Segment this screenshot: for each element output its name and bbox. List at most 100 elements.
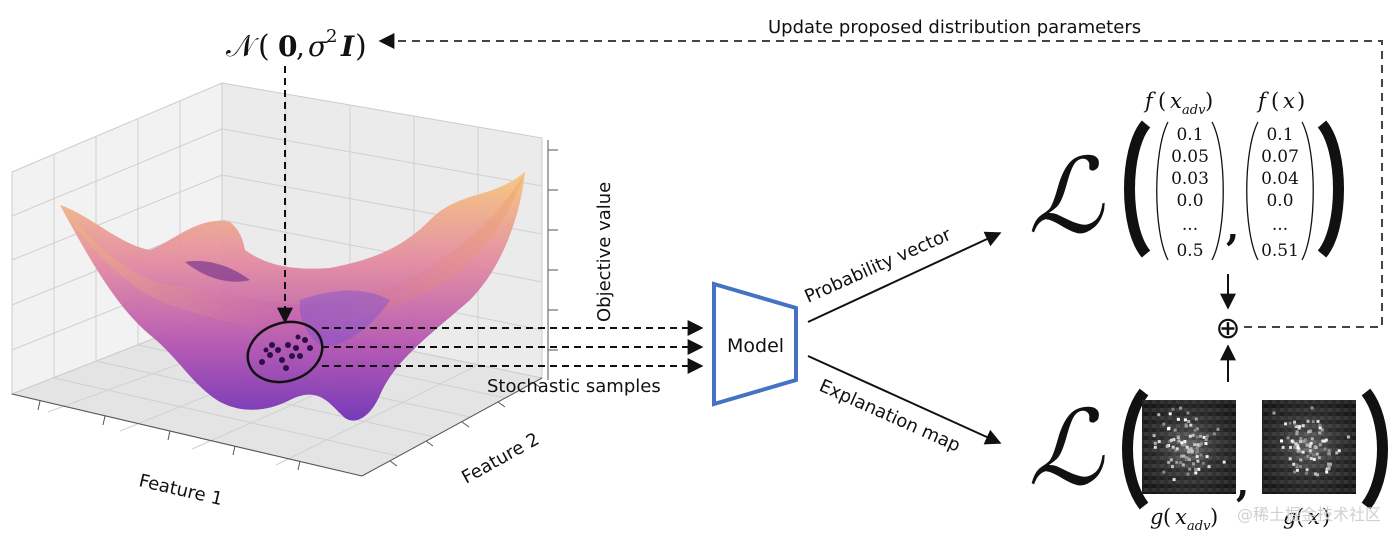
vec-paren-r1 xyxy=(1211,121,1224,261)
sample-points xyxy=(259,334,313,371)
explanation-pixel xyxy=(1186,411,1190,415)
zero-vector: 0 xyxy=(278,30,297,63)
g-orig-g: g xyxy=(1283,505,1296,529)
explanation-pixel xyxy=(1284,422,1288,426)
explanation-pixel xyxy=(1295,463,1299,467)
paren-open: ( xyxy=(258,29,270,64)
explanation-pixel xyxy=(1172,478,1176,482)
explanation-pixel xyxy=(1293,420,1296,424)
explanation-pixel xyxy=(1216,427,1220,431)
explanation-pixel xyxy=(1327,463,1331,467)
explanation-pixel xyxy=(1309,429,1313,433)
explanation-arrow xyxy=(807,355,1002,445)
explanation-pixel xyxy=(1167,427,1170,431)
explanation-pixel xyxy=(1289,445,1292,449)
explanation-pixel xyxy=(1175,460,1179,464)
explanation-pixel xyxy=(1172,438,1176,442)
explanation-pixel xyxy=(1288,421,1292,425)
explanation-pixel xyxy=(1304,438,1307,442)
probability-loss: ℒ , f ( x adv ) f ( x ) 0.1 0.05 0.03 0.… xyxy=(1028,89,1344,261)
explanation-pixel xyxy=(1204,442,1208,445)
sum-icon: ⊕ xyxy=(1215,311,1240,346)
surface-shadow xyxy=(185,260,250,282)
f-adv-f: f xyxy=(1143,89,1156,113)
explanation-pixel xyxy=(1153,445,1157,449)
surface-valley xyxy=(299,290,390,346)
stochastic-samples-label: Stochastic samples xyxy=(487,376,661,397)
vec-paren-l2 xyxy=(1246,121,1259,261)
f-adv-close: ) xyxy=(1205,89,1213,113)
g-adv-sub: adv xyxy=(1187,519,1211,534)
explanation-pixel xyxy=(1272,411,1276,415)
explanation-pixel xyxy=(1329,462,1332,466)
explanation-pixel xyxy=(1180,454,1183,458)
g-adv-open: ( xyxy=(1163,505,1171,529)
explanation-pixel xyxy=(1296,443,1300,447)
explanation-pixel xyxy=(1293,423,1297,427)
explanation-pixel xyxy=(1318,426,1322,430)
explanation-pixel xyxy=(1169,438,1173,442)
explanation-pixel xyxy=(1314,472,1318,476)
explanation-pixel xyxy=(1297,426,1301,430)
explanation-pixel xyxy=(1180,441,1184,445)
y-axis-line xyxy=(361,377,543,477)
explanation-pixel xyxy=(1318,443,1322,447)
explanation-pixel xyxy=(1309,441,1313,445)
explanation-pixel xyxy=(1306,454,1310,458)
explanation-pixel xyxy=(1292,462,1296,466)
vec-adv-v4: ... xyxy=(1182,215,1198,235)
explanation-pixel xyxy=(1296,449,1300,453)
explanation-pixel xyxy=(1294,442,1298,446)
explanation-pixel xyxy=(1318,423,1322,427)
explanation-pixel xyxy=(1201,461,1205,465)
explanation-pixel xyxy=(1325,467,1329,471)
vec-orig-v1: 0.07 xyxy=(1261,147,1299,167)
map-separator: , xyxy=(1236,460,1249,505)
x-axis-label: Feature 1 xyxy=(137,470,225,510)
explanation-pixel xyxy=(1317,456,1321,460)
big-paren-left-bottom xyxy=(1122,388,1149,510)
big-paren-left-top xyxy=(1124,120,1151,258)
explanation-pixel xyxy=(1205,455,1209,459)
explanation-pixel xyxy=(1301,450,1305,454)
explanation-pixel xyxy=(1193,428,1197,432)
explanation-pixel xyxy=(1309,451,1313,455)
explanation-pixel xyxy=(1179,406,1183,410)
explanation-pixel xyxy=(1310,406,1314,410)
explanation-pixel xyxy=(1183,418,1187,422)
explanation-pixel xyxy=(1183,443,1187,447)
surface-ridge xyxy=(60,172,525,330)
explanation-pixel xyxy=(1199,434,1202,438)
f-orig-close: ) xyxy=(1297,89,1305,113)
explanation-pixel xyxy=(1320,428,1324,432)
update-parameters-label: Update proposed distribution parameters xyxy=(768,17,1141,38)
explanation-pixel xyxy=(1321,439,1325,443)
vec-orig-v4: ... xyxy=(1272,215,1288,235)
explanation-pixel xyxy=(1165,444,1169,448)
explanation-pixel xyxy=(1157,413,1161,417)
explanation-pixel xyxy=(1195,427,1199,431)
f-adv-open: ( xyxy=(1158,89,1166,113)
explanation-pixel xyxy=(1295,432,1299,436)
f-orig-open: ( xyxy=(1271,89,1279,113)
explanation-pixel xyxy=(1171,465,1174,469)
explanation-pixel xyxy=(1305,468,1309,472)
explanation-pixel xyxy=(1189,447,1193,451)
explanation-pixel xyxy=(1202,435,1206,439)
explanation-pixel xyxy=(1281,445,1285,449)
explanation-loss: ℒ , g ( x adv ) g ( x ) xyxy=(1028,387,1388,534)
explanation-pixel xyxy=(1302,439,1306,443)
explanation-pixel xyxy=(1157,440,1161,444)
explanation-pixel xyxy=(1312,452,1316,456)
explanation-pixel xyxy=(1308,444,1312,448)
explanation-pixel xyxy=(1212,432,1216,436)
explanation-pixel xyxy=(1192,462,1195,466)
explanation-pixel xyxy=(1295,468,1299,472)
g-orig-x: x xyxy=(1308,505,1320,529)
explanation-pixel xyxy=(1193,443,1196,447)
big-paren-right-top xyxy=(1317,120,1344,258)
explanation-pixel xyxy=(1199,442,1203,446)
explanation-pixel xyxy=(1162,470,1166,474)
explanation-pixel xyxy=(1189,423,1193,427)
explanation-pixel xyxy=(1294,425,1298,428)
